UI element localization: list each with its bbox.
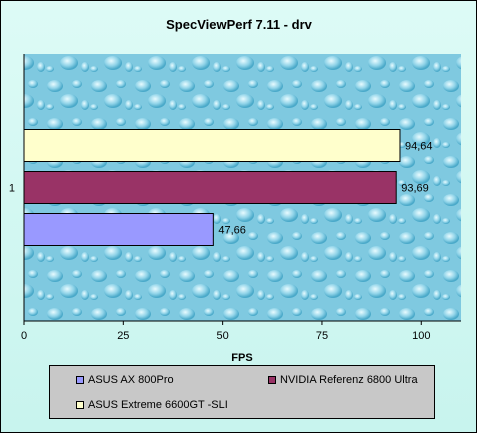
bar-2 xyxy=(23,171,397,204)
bar-1 xyxy=(23,213,214,246)
legend-swatch xyxy=(76,401,84,409)
x-tick-label: 75 xyxy=(316,330,328,342)
data-label: 94,64 xyxy=(405,141,433,153)
data-label: 93,69 xyxy=(401,183,429,195)
legend: ASUS AX 800Pro NVIDIA Referenz 6800 Ultr… xyxy=(49,365,435,419)
data-label: 47,66 xyxy=(218,225,246,237)
legend-item: ASUS Extreme 6600GT -SLI xyxy=(76,399,228,411)
chart-title: SpecViewPerf 7.11 - drv xyxy=(166,17,312,32)
legend-label: NVIDIA Referenz 6800 Ultra xyxy=(280,374,418,386)
y-tick-label: 1 xyxy=(9,183,15,195)
bar-3 xyxy=(23,129,401,162)
legend-swatch xyxy=(268,376,276,384)
x-tick-label: 50 xyxy=(217,330,229,342)
legend-label: ASUS Extreme 6600GT -SLI xyxy=(88,399,228,411)
x-tick-label: 0 xyxy=(21,330,27,342)
x-tick-label: 100 xyxy=(412,330,430,342)
x-axis-title: FPS xyxy=(231,352,252,364)
legend-item: NVIDIA Referenz 6800 Ultra xyxy=(268,374,418,386)
legend-swatch xyxy=(76,376,84,384)
legend-item: ASUS AX 800Pro xyxy=(76,374,174,386)
x-tick-label: 25 xyxy=(117,330,129,342)
legend-label: ASUS AX 800Pro xyxy=(88,374,174,386)
